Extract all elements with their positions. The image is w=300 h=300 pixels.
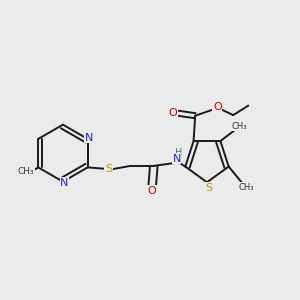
Text: S: S <box>105 164 112 174</box>
Text: O: O <box>148 186 157 196</box>
Text: N: N <box>172 154 181 164</box>
Text: CH₃: CH₃ <box>18 167 34 176</box>
Text: N: N <box>60 178 69 188</box>
Text: N: N <box>85 133 93 143</box>
Text: H: H <box>175 148 182 158</box>
Text: CH₃: CH₃ <box>232 122 247 131</box>
Text: O: O <box>213 103 222 112</box>
Text: S: S <box>205 183 212 193</box>
Text: CH₃: CH₃ <box>238 183 254 192</box>
Text: O: O <box>168 108 177 118</box>
